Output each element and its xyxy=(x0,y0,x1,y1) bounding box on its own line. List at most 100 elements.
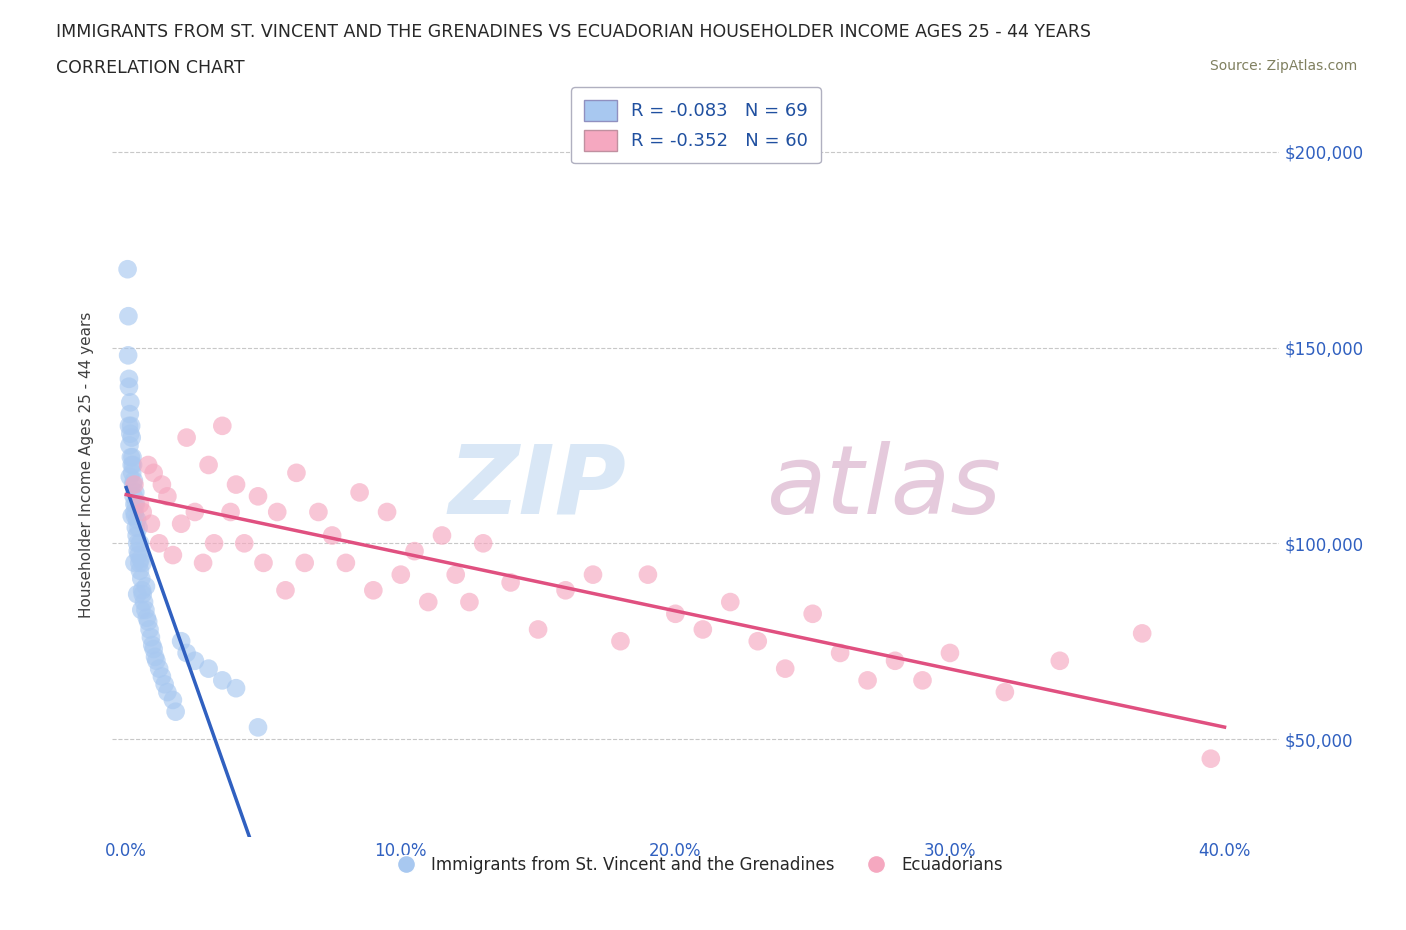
Ecuadorians xyxy=(148,536,170,551)
Immigrants from St. Vincent and the Grenadines xyxy=(132,594,155,609)
Immigrants from St. Vincent and the Grenadines xyxy=(135,610,157,625)
Immigrants from St. Vincent and the Grenadines xyxy=(138,622,160,637)
Ecuadorians xyxy=(554,583,576,598)
Ecuadorians xyxy=(211,418,233,433)
Ecuadorians xyxy=(444,567,467,582)
Immigrants from St. Vincent and the Grenadines xyxy=(118,406,141,421)
Immigrants from St. Vincent and the Grenadines xyxy=(247,720,270,735)
Immigrants from St. Vincent and the Grenadines xyxy=(120,418,142,433)
Immigrants from St. Vincent and the Grenadines xyxy=(118,379,141,394)
Ecuadorians xyxy=(184,505,207,520)
Ecuadorians xyxy=(458,594,481,609)
Immigrants from St. Vincent and the Grenadines xyxy=(121,509,143,524)
Immigrants from St. Vincent and the Grenadines xyxy=(128,548,150,563)
Ecuadorians xyxy=(191,555,214,570)
Ecuadorians xyxy=(664,606,686,621)
Immigrants from St. Vincent and the Grenadines xyxy=(139,630,162,644)
Ecuadorians xyxy=(294,555,316,570)
Immigrants from St. Vincent and the Grenadines xyxy=(121,465,143,480)
Text: atlas: atlas xyxy=(766,441,1001,534)
Immigrants from St. Vincent and the Grenadines xyxy=(124,497,146,512)
Immigrants from St. Vincent and the Grenadines xyxy=(125,520,148,535)
Immigrants from St. Vincent and the Grenadines xyxy=(120,395,142,410)
Ecuadorians xyxy=(527,622,550,637)
Ecuadorians xyxy=(247,489,270,504)
Immigrants from St. Vincent and the Grenadines xyxy=(124,485,146,499)
Immigrants from St. Vincent and the Grenadines xyxy=(118,470,141,485)
Ecuadorians xyxy=(939,645,962,660)
Immigrants from St. Vincent and the Grenadines xyxy=(153,677,176,692)
Ecuadorians xyxy=(156,489,179,504)
Immigrants from St. Vincent and the Grenadines xyxy=(134,603,156,618)
Immigrants from St. Vincent and the Grenadines xyxy=(156,684,179,699)
Immigrants from St. Vincent and the Grenadines xyxy=(125,497,148,512)
Immigrants from St. Vincent and the Grenadines xyxy=(129,551,152,566)
Immigrants from St. Vincent and the Grenadines xyxy=(127,544,149,559)
Ecuadorians xyxy=(233,536,256,551)
Immigrants from St. Vincent and the Grenadines xyxy=(128,555,150,570)
Ecuadorians xyxy=(321,528,343,543)
Ecuadorians xyxy=(1049,654,1071,669)
Ecuadorians xyxy=(404,544,426,559)
Immigrants from St. Vincent and the Grenadines xyxy=(122,473,145,488)
Immigrants from St. Vincent and the Grenadines xyxy=(122,458,145,472)
Immigrants from St. Vincent and the Grenadines xyxy=(131,583,153,598)
Immigrants from St. Vincent and the Grenadines xyxy=(121,431,143,445)
Ecuadorians xyxy=(335,555,357,570)
Immigrants from St. Vincent and the Grenadines xyxy=(131,555,153,570)
Ecuadorians xyxy=(375,505,398,520)
Immigrants from St. Vincent and the Grenadines xyxy=(143,649,166,664)
Ecuadorians xyxy=(637,567,659,582)
Ecuadorians xyxy=(307,505,329,520)
Ecuadorians xyxy=(582,567,605,582)
Ecuadorians xyxy=(856,673,879,688)
Immigrants from St. Vincent and the Grenadines xyxy=(131,587,153,602)
Immigrants from St. Vincent and the Grenadines xyxy=(131,603,153,618)
Immigrants from St. Vincent and the Grenadines xyxy=(124,509,146,524)
Immigrants from St. Vincent and the Grenadines xyxy=(118,438,141,453)
Text: Source: ZipAtlas.com: Source: ZipAtlas.com xyxy=(1209,59,1357,73)
Ecuadorians xyxy=(1199,751,1222,766)
Text: CORRELATION CHART: CORRELATION CHART xyxy=(56,59,245,76)
Ecuadorians xyxy=(718,594,741,609)
Ecuadorians xyxy=(830,645,852,660)
Ecuadorians xyxy=(349,485,371,499)
Immigrants from St. Vincent and the Grenadines xyxy=(176,645,198,660)
Immigrants from St. Vincent and the Grenadines xyxy=(162,693,184,708)
Immigrants from St. Vincent and the Grenadines xyxy=(117,261,139,276)
Ecuadorians xyxy=(994,684,1017,699)
Ecuadorians xyxy=(162,548,184,563)
Ecuadorians xyxy=(150,477,173,492)
Immigrants from St. Vincent and the Grenadines xyxy=(127,512,149,527)
Ecuadorians xyxy=(389,567,412,582)
Immigrants from St. Vincent and the Grenadines xyxy=(122,477,145,492)
Immigrants from St. Vincent and the Grenadines xyxy=(118,371,141,386)
Ecuadorians xyxy=(1130,626,1153,641)
Ecuadorians xyxy=(285,465,308,480)
Immigrants from St. Vincent and the Grenadines xyxy=(145,654,167,669)
Immigrants from St. Vincent and the Grenadines xyxy=(197,661,219,676)
Immigrants from St. Vincent and the Grenadines xyxy=(125,528,148,543)
Ecuadorians xyxy=(142,465,165,480)
Ecuadorians xyxy=(176,431,198,445)
Immigrants from St. Vincent and the Grenadines xyxy=(121,450,143,465)
Ecuadorians xyxy=(773,661,796,676)
Immigrants from St. Vincent and the Grenadines xyxy=(225,681,247,696)
Ecuadorians xyxy=(139,516,162,531)
Ecuadorians xyxy=(124,477,146,492)
Ecuadorians xyxy=(266,505,288,520)
Immigrants from St. Vincent and the Grenadines xyxy=(120,450,142,465)
Ecuadorians xyxy=(252,555,274,570)
Ecuadorians xyxy=(499,575,522,590)
Ecuadorians xyxy=(692,622,714,637)
Immigrants from St. Vincent and the Grenadines xyxy=(170,633,193,648)
Immigrants from St. Vincent and the Grenadines xyxy=(135,579,157,594)
Ecuadorians xyxy=(131,505,153,520)
Ecuadorians xyxy=(472,536,495,551)
Immigrants from St. Vincent and the Grenadines xyxy=(124,555,146,570)
Immigrants from St. Vincent and the Grenadines xyxy=(148,661,170,676)
Ecuadorians xyxy=(801,606,824,621)
Y-axis label: Householder Income Ages 25 - 44 years: Householder Income Ages 25 - 44 years xyxy=(79,312,94,618)
Immigrants from St. Vincent and the Grenadines xyxy=(122,489,145,504)
Ecuadorians xyxy=(747,633,769,648)
